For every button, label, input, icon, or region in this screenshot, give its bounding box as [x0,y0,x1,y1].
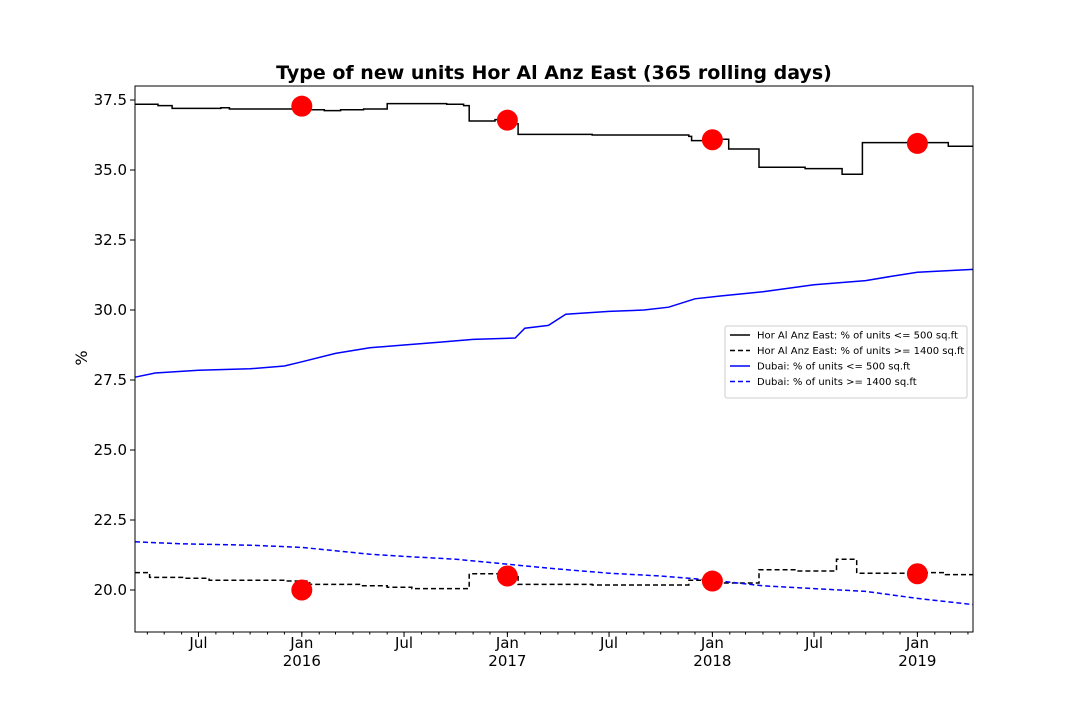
red-marker-point [701,570,723,592]
x-tick-label: Jul [804,634,823,652]
legend-entry-label: Hor Al Anz East: % of units >= 1400 sq.f… [757,346,964,357]
y-tick-label: 32.5 [94,231,127,249]
series-line-1 [135,102,973,175]
y-tick-label: 27.5 [94,371,127,389]
y-tick-label: 20.0 [94,581,127,599]
x-tick-label: Jan [495,634,519,652]
x-tick-year-label: 2019 [898,652,936,670]
x-tick-year-label: 2016 [283,652,321,670]
series-line-4 [134,541,974,606]
red-marker-point [496,565,518,587]
y-tick-label: 25.0 [94,441,127,459]
legend-box [724,325,968,399]
red-marker-point [906,132,928,154]
red-marker-point [496,109,518,131]
x-tick-year-label: 2017 [488,652,526,670]
red-marker-point [906,563,928,585]
series-line-2 [135,558,973,590]
legend-entry-label: Hor Al Anz East: % of units <= 500 sq.ft [757,331,958,342]
red-marker-point [291,95,313,117]
legend: Hor Al Anz East: % of units <= 500 sq.ft… [724,325,968,399]
y-tick-label: 35.0 [94,161,127,179]
legend-entry-label: Dubai: % of units >= 1400 sq.ft [757,377,917,388]
x-tick-label: Jan [289,634,313,652]
x-tick-label: Jan [905,634,929,652]
x-tick-label: Jan [700,634,724,652]
chart-title: Type of new units Hor Al Anz East (365 r… [276,62,832,84]
x-tick-year-label: 2018 [693,652,731,670]
y-tick-label: 30.0 [94,301,127,319]
y-axis-label: % [72,350,91,365]
x-tick-label: Jul [599,634,618,652]
plot-area [134,95,974,606]
legend-entry-label: Dubai: % of units <= 500 sq.ft [757,362,910,373]
plot-frame [134,85,974,633]
y-tick-label: 37.5 [94,91,127,109]
red-marker-point [291,579,313,601]
y-tick-label: 22.5 [94,511,127,529]
x-tick-label: Jul [394,634,413,652]
x-tick-label: Jul [188,634,207,652]
series-line-3 [134,268,974,378]
red-marker-point [701,129,723,151]
